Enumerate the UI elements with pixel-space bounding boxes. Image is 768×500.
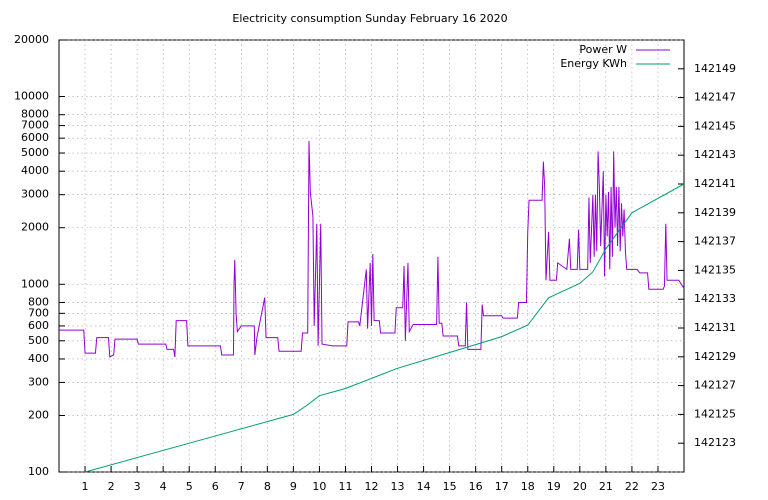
x-tick-label: 9	[290, 480, 297, 493]
x-tick-label: 23	[651, 480, 665, 493]
y-tick-label: 2000	[21, 221, 49, 234]
y2-tick-label: 142147	[694, 91, 736, 104]
y2-tick-label: 142149	[694, 62, 736, 75]
y-tick-label: 4000	[21, 164, 49, 177]
legend-label: Power W	[579, 43, 627, 56]
y-tick-label: 300	[28, 375, 49, 388]
x-tick-label: 20	[573, 480, 587, 493]
y-tick-label: 20000	[14, 33, 49, 46]
legend-label: Energy KWh	[560, 57, 627, 70]
y2-tick-label: 142135	[694, 263, 736, 276]
x-tick-label: 1	[82, 480, 89, 493]
y2-tick-label: 142123	[694, 436, 736, 449]
x-tick-label: 14	[417, 480, 431, 493]
chart-title: Electricity consumption Sunday February …	[232, 12, 507, 25]
x-tick-label: 13	[391, 480, 405, 493]
y-tick-label: 600	[28, 319, 49, 332]
x-tick-label: 15	[443, 480, 457, 493]
x-tick-label: 4	[160, 480, 167, 493]
y-tick-label: 6000	[21, 131, 49, 144]
x-tick-label: 10	[312, 480, 326, 493]
y-tick-label: 200	[28, 408, 49, 421]
x-tick-label: 2	[108, 480, 115, 493]
x-tick-label: 16	[469, 480, 483, 493]
y2-tick-label: 142125	[694, 407, 736, 420]
x-tick-label: 11	[338, 480, 352, 493]
x-tick-label: 17	[495, 480, 509, 493]
x-tick-label: 12	[365, 480, 379, 493]
y2-tick-label: 142143	[694, 148, 736, 161]
x-tick-label: 6	[212, 480, 219, 493]
y-tick-label: 500	[28, 334, 49, 347]
x-tick-label: 3	[134, 480, 141, 493]
x-tick-label: 7	[238, 480, 245, 493]
series-line	[84, 183, 685, 473]
series-line	[59, 140, 685, 358]
x-tick-label: 19	[547, 480, 561, 493]
y-tick-label: 5000	[21, 146, 49, 159]
y2-tick-label: 142127	[694, 379, 736, 392]
y-tick-label: 400	[28, 352, 49, 365]
y2-tick-label: 142129	[694, 350, 736, 363]
x-tick-label: 21	[599, 480, 613, 493]
y2-tick-label: 142145	[694, 119, 736, 132]
y-tick-label: 800	[28, 295, 49, 308]
y2-tick-label: 142137	[694, 235, 736, 248]
y-tick-label: 10000	[14, 90, 49, 103]
y2-tick-label: 142141	[694, 177, 736, 190]
y-tick-label: 8000	[21, 108, 49, 121]
y-tick-label: 7000	[21, 119, 49, 132]
y-tick-label: 700	[28, 306, 49, 319]
y-tick-label: 3000	[21, 188, 49, 201]
y-tick-label: 1000	[21, 277, 49, 290]
x-tick-label: 5	[186, 480, 193, 493]
x-tick-label: 8	[264, 480, 271, 493]
y2-tick-label: 142139	[694, 206, 736, 219]
x-tick-label: 22	[625, 480, 639, 493]
x-tick-label: 18	[521, 480, 535, 493]
y-tick-label: 100	[28, 465, 49, 478]
y2-tick-label: 142131	[694, 321, 736, 334]
y2-tick-label: 142133	[694, 292, 736, 305]
